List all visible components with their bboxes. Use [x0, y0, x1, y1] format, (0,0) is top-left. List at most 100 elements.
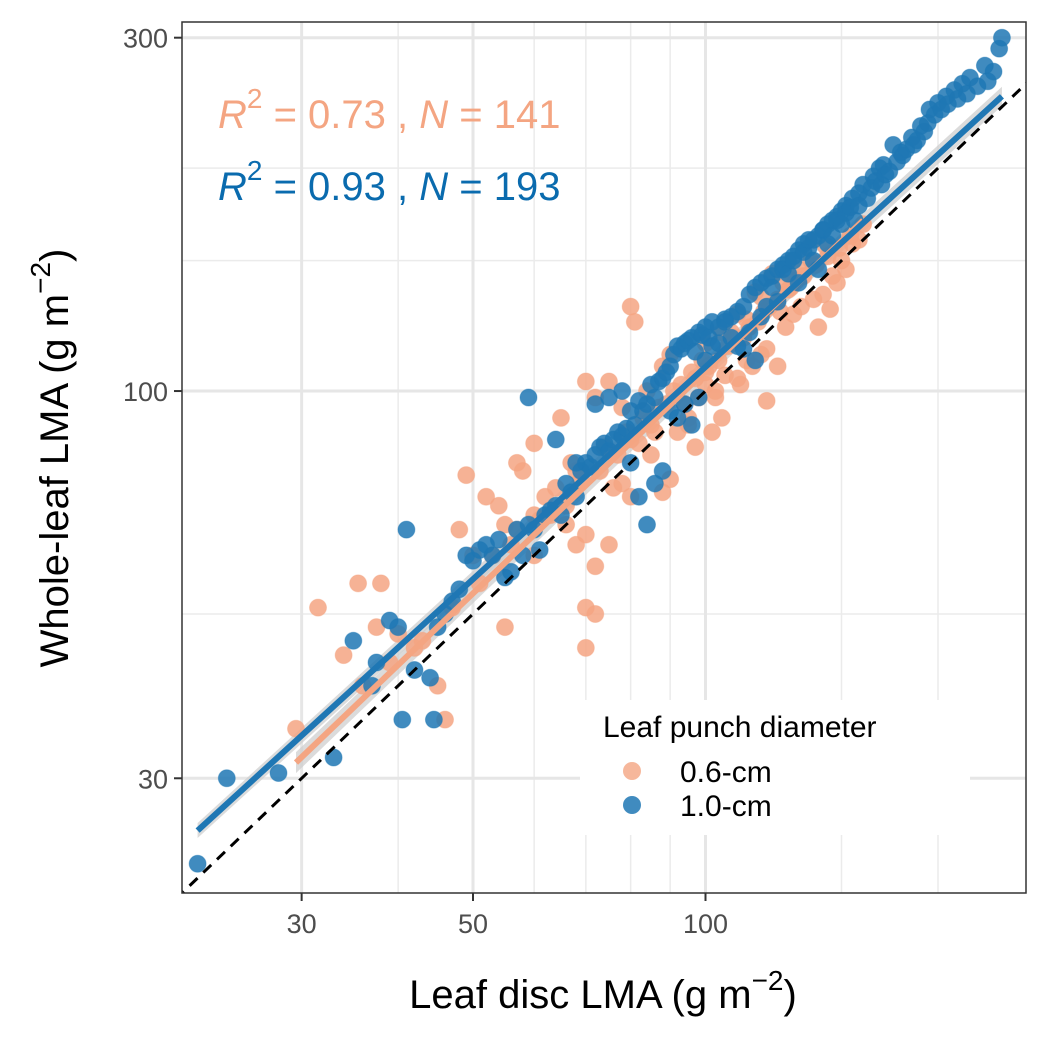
data-point [814, 285, 833, 304]
data-point [827, 273, 846, 292]
legend-key-0-6cm [623, 762, 641, 780]
data-point [489, 530, 508, 549]
data-point [821, 300, 840, 319]
data-point [450, 520, 469, 539]
data-point [576, 525, 595, 544]
x-axis-title-main: Leaf disc LMA [409, 973, 671, 1017]
y-paren-close: ) [33, 249, 77, 262]
data-point [344, 631, 363, 650]
data-point [586, 604, 605, 623]
data-point [551, 408, 570, 427]
y-tick-label: 300 [123, 24, 168, 54]
x-paren-open: ( [672, 973, 686, 1017]
x-unit-exp: −2 [752, 965, 784, 996]
data-point [992, 28, 1011, 47]
data-point [424, 710, 443, 729]
data-point [776, 318, 795, 337]
data-point [706, 382, 725, 401]
legend-label-1-0cm: 1.0-cm [680, 790, 772, 823]
data-points [188, 28, 1011, 873]
regression-lines [195, 94, 1004, 833]
legend-label-0-6cm: 0.6-cm [680, 756, 772, 789]
data-point [519, 388, 538, 407]
data-point [604, 478, 623, 497]
data-point [349, 574, 368, 593]
data-point [984, 62, 1003, 81]
x-tick-label: 50 [458, 909, 488, 939]
n-value: = 141 [448, 93, 560, 137]
data-point [629, 487, 648, 506]
data-point [641, 445, 660, 464]
data-point [768, 357, 787, 376]
plot-panel-border [181, 21, 1027, 894]
r-label: R [218, 93, 247, 137]
data-point [513, 461, 532, 480]
legend-key-1-0cm [623, 796, 641, 814]
axis-ticks: 30 50 100 30 100 300 [123, 24, 728, 939]
annotation-1-0cm: R2 = 0.93 , N = 193 [218, 155, 560, 209]
y-axis-title: Whole-leaf LMA (g m−2) [25, 249, 77, 668]
y-tick-label: 100 [123, 377, 168, 407]
data-point [716, 312, 735, 331]
y-axis-title-main: Whole-leaf LMA [33, 374, 77, 667]
data-point [716, 366, 735, 385]
x-axis-title: Leaf disc LMA (g m−2) [409, 965, 797, 1017]
data-point [731, 375, 750, 394]
data-point [334, 646, 353, 665]
data-point [495, 618, 514, 637]
data-point [371, 574, 390, 593]
data-point [621, 297, 640, 316]
data-point [682, 415, 701, 434]
legend: Leaf punch diameter 0.6-cm 1.0-cm [580, 700, 970, 835]
data-point [309, 598, 328, 617]
data-point [809, 318, 828, 337]
n-label: N [419, 165, 448, 209]
data-point [703, 423, 722, 442]
data-point [188, 854, 207, 873]
data-point [525, 434, 544, 453]
data-point [489, 496, 508, 515]
x-paren-close: ) [784, 973, 797, 1017]
data-point [613, 382, 632, 401]
r-exponent: 2 [247, 155, 263, 186]
y-unit-exp: −2 [25, 262, 56, 294]
data-point [457, 466, 476, 485]
r-value: = 0.73 , [262, 93, 419, 137]
data-point [645, 474, 664, 493]
annotation-0-6cm: R2 = 0.73 , N = 141 [218, 83, 560, 137]
data-point [567, 453, 586, 472]
data-point [397, 520, 416, 539]
one-to-one-dashed-line [182, 81, 1026, 893]
data-point [836, 260, 855, 279]
x-tick-label: 100 [683, 909, 728, 939]
data-point [799, 230, 818, 249]
data-point [625, 312, 644, 331]
data-point [712, 408, 731, 427]
data-point [421, 668, 440, 687]
legend-background [580, 700, 970, 835]
data-point [653, 461, 672, 480]
legend-title: Leaf punch diameter [603, 711, 877, 744]
y-paren-open: ( [33, 360, 77, 374]
data-point [502, 562, 521, 581]
data-point [269, 763, 288, 782]
data-point [477, 487, 496, 506]
r-exponent: 2 [247, 83, 263, 114]
x-tick-label: 30 [287, 909, 317, 939]
n-value: = 193 [448, 165, 560, 209]
n-label: N [419, 93, 448, 137]
data-point [746, 351, 765, 370]
data-point [645, 388, 664, 407]
y-unit: g m [33, 294, 77, 361]
x-unit: g m [685, 973, 752, 1017]
y-tick-label: 30 [138, 764, 168, 794]
one-to-one-line [182, 81, 1026, 893]
r-value: = 0.93 , [262, 165, 419, 209]
data-point [546, 430, 565, 449]
data-point [638, 515, 657, 534]
data-point [576, 372, 595, 391]
data-point [586, 557, 605, 576]
data-point [389, 618, 408, 637]
data-point [217, 769, 236, 788]
